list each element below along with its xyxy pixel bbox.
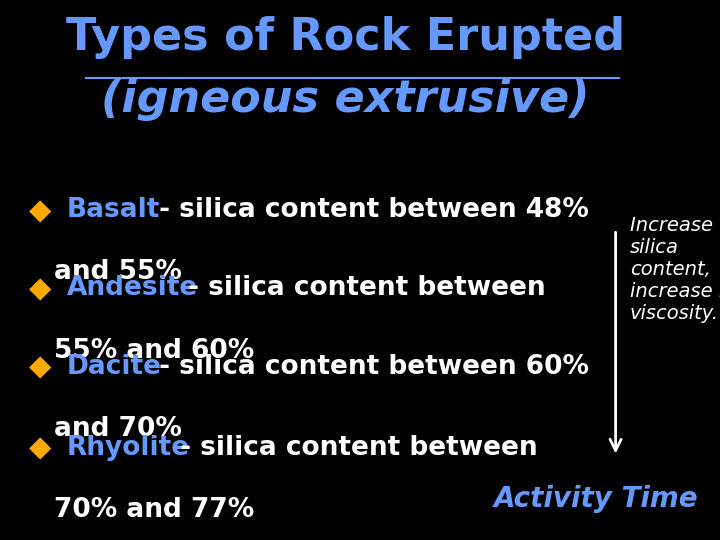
Text: Andesite: Andesite (67, 275, 198, 301)
Text: Increase in
silica
content,
increase in
viscosity.: Increase in silica content, increase in … (630, 216, 720, 323)
Text: - silica content between 60%: - silica content between 60% (150, 354, 589, 380)
Text: ◆: ◆ (29, 354, 51, 382)
Text: 70% and 77%: 70% and 77% (54, 497, 254, 523)
Text: and 70%: and 70% (54, 416, 182, 442)
Text: - silica content between: - silica content between (179, 275, 545, 301)
Text: Dacite: Dacite (67, 354, 162, 380)
Text: (⁠igneous extrusive): (⁠igneous extrusive) (102, 78, 590, 122)
Text: Rhyolite: Rhyolite (67, 435, 190, 461)
Text: ◆: ◆ (29, 435, 51, 463)
Text: ◆: ◆ (29, 275, 51, 303)
Text: 55% and 60%: 55% and 60% (54, 338, 254, 363)
Text: Types of Rock Erupted: Types of Rock Erupted (66, 16, 625, 59)
Text: Activity Time: Activity Time (494, 485, 698, 513)
Text: - silica content between 48%: - silica content between 48% (150, 197, 589, 223)
Text: - silica content between: - silica content between (171, 435, 538, 461)
Text: Basalt: Basalt (67, 197, 161, 223)
Text: and 55%: and 55% (54, 259, 182, 285)
Text: ◆: ◆ (29, 197, 51, 225)
